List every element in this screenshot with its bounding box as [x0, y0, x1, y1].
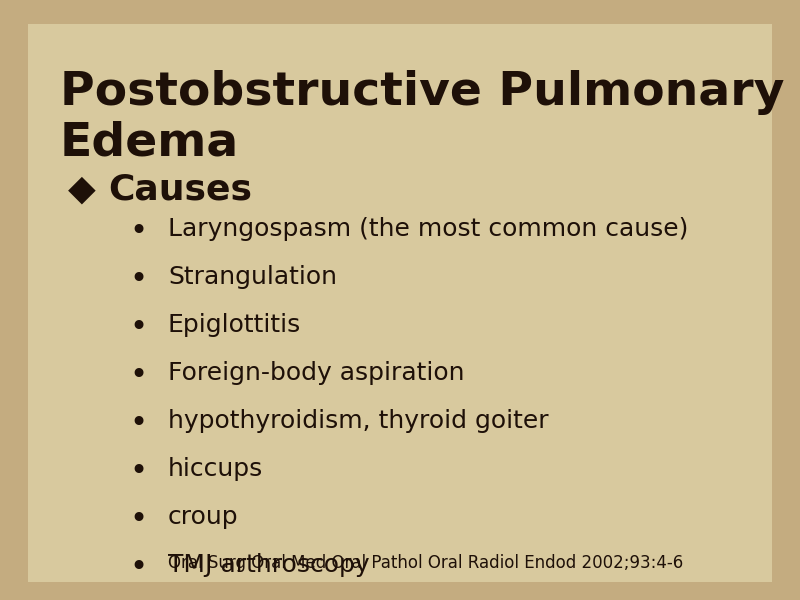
Text: Foreign-body aspiration: Foreign-body aspiration — [168, 361, 465, 385]
Text: TMJ arthroscopy: TMJ arthroscopy — [168, 553, 370, 577]
Text: hiccups: hiccups — [168, 457, 263, 481]
Text: •: • — [129, 505, 147, 534]
Text: croup: croup — [168, 505, 238, 529]
Text: Causes: Causes — [108, 173, 252, 207]
Text: •: • — [129, 553, 147, 582]
FancyBboxPatch shape — [28, 24, 772, 582]
Text: Oral Surg Oral Med Oral Pathol Oral Radiol Endod 2002;93:4-6: Oral Surg Oral Med Oral Pathol Oral Radi… — [168, 554, 683, 572]
Text: ◆: ◆ — [68, 173, 96, 207]
Text: Epiglottitis: Epiglottitis — [168, 313, 302, 337]
Text: •: • — [129, 457, 147, 486]
Text: hypothyroidism, thyroid goiter: hypothyroidism, thyroid goiter — [168, 409, 549, 433]
Text: Edema: Edema — [60, 120, 239, 165]
Text: •: • — [129, 409, 147, 438]
Text: •: • — [129, 361, 147, 390]
Text: Strangulation: Strangulation — [168, 265, 337, 289]
Text: •: • — [129, 217, 147, 246]
Text: Postobstructive Pulmonary: Postobstructive Pulmonary — [60, 70, 784, 115]
Text: •: • — [129, 313, 147, 342]
Text: Laryngospasm (the most common cause): Laryngospasm (the most common cause) — [168, 217, 688, 241]
Text: •: • — [129, 265, 147, 294]
